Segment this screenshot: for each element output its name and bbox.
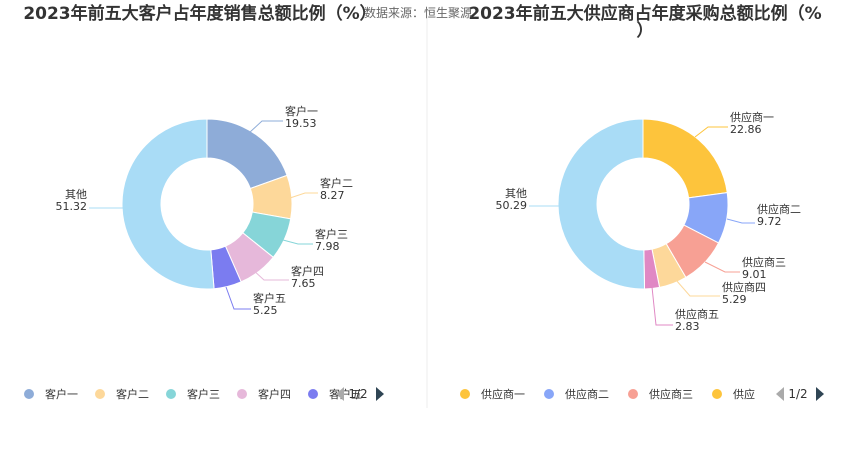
legend-next-page-icon[interactable] [376,387,384,401]
pie-slice[interactable] [206,118,288,190]
legend-marker[interactable] [544,389,554,399]
label-leader-line [704,261,740,273]
label-leader-line [694,126,728,138]
label-leader-line [248,120,283,134]
legend-marker[interactable] [712,389,722,399]
chart-title: 2023年前五大客户占年度销售总额比例（%） [23,3,376,24]
legend-item-label[interactable]: 供应商一 [481,387,525,401]
legend-prev-page-icon[interactable] [336,387,344,401]
slice-value-label: 7.98 [315,240,340,253]
legend-item-label[interactable]: 客户二 [116,387,149,401]
legend-marker[interactable] [308,389,318,399]
legend-item-label[interactable]: 供应 [733,387,755,401]
legend-item-label[interactable]: 客户四 [258,387,291,401]
slice-name-label: 供应商五 [675,307,719,321]
label-leader-line [289,192,318,199]
slice-name-label: 供应商一 [730,110,774,124]
legend-next-page-icon[interactable] [816,387,824,401]
slice-value-label: 2.83 [675,320,700,333]
label-leader-line [651,286,673,326]
label-leader-line [282,239,313,245]
label-leader-line [225,286,251,310]
legend-marker[interactable] [237,389,247,399]
slice-name-label: 客户三 [315,227,348,241]
chart-title: 2023年前五大供应商占年度采购总额比例（% [468,3,821,24]
slice-name-label: 供应商二 [757,202,801,216]
pie-slice[interactable] [642,118,728,199]
pie-slice[interactable] [121,118,215,290]
slice-value-label: 9.01 [742,268,767,281]
slice-name-label: 客户五 [253,291,286,305]
slice-value-label: 22.86 [730,123,762,136]
legend-marker[interactable] [628,389,638,399]
legend-item-label[interactable]: 客户一 [45,387,78,401]
data-source-note: 数据来源：恒生聚源 [364,5,472,20]
legend-page-indicator: 1/2 [348,387,367,401]
slice-name-label: 供应商四 [722,280,766,294]
label-leader-line [726,218,755,224]
slice-value-label: 7.65 [291,277,316,290]
slice-name-label: 其他 [65,188,87,201]
legend-prev-page-icon[interactable] [776,387,784,401]
slice-name-label: 客户一 [285,104,318,118]
chart-title: ） [637,20,654,41]
slice-name-label: 客户二 [320,176,353,190]
legend-item-label[interactable]: 供应商二 [565,387,609,401]
legend-item-label[interactable]: 客户三 [187,387,220,401]
slice-name-label: 客户四 [291,264,324,278]
slice-value-label: 5.25 [253,304,278,317]
slice-value-label: 19.53 [285,117,317,130]
slice-name-label: 其他 [505,187,527,200]
legend-item-label[interactable]: 客户五 [329,387,362,401]
slice-value-label: 8.27 [320,189,345,202]
slice-value-label: 5.29 [722,293,747,306]
legend-item-label[interactable]: 供应商三 [649,387,693,401]
legend-marker[interactable] [95,389,105,399]
label-leader-line [250,267,289,281]
supplier-chart-panel: 2023年前五大供应商占年度采购总额比例（%）供应商一22.86供应商二9.72… [460,3,824,401]
slice-name-label: 供应商三 [742,255,786,269]
legend-page-indicator: 1/2 [788,387,807,401]
legend-marker[interactable] [460,389,470,399]
pie-slice[interactable] [557,118,646,290]
slice-value-label: 51.32 [56,200,88,213]
customer-chart-panel: 2023年前五大客户占年度销售总额比例（%）客户一19.53客户二8.27客户三… [23,3,384,401]
slice-value-label: 9.72 [757,215,782,228]
label-leader-line [675,279,720,297]
legend-marker[interactable] [166,389,176,399]
slice-value-label: 50.29 [496,199,528,212]
legend-marker[interactable] [24,389,34,399]
